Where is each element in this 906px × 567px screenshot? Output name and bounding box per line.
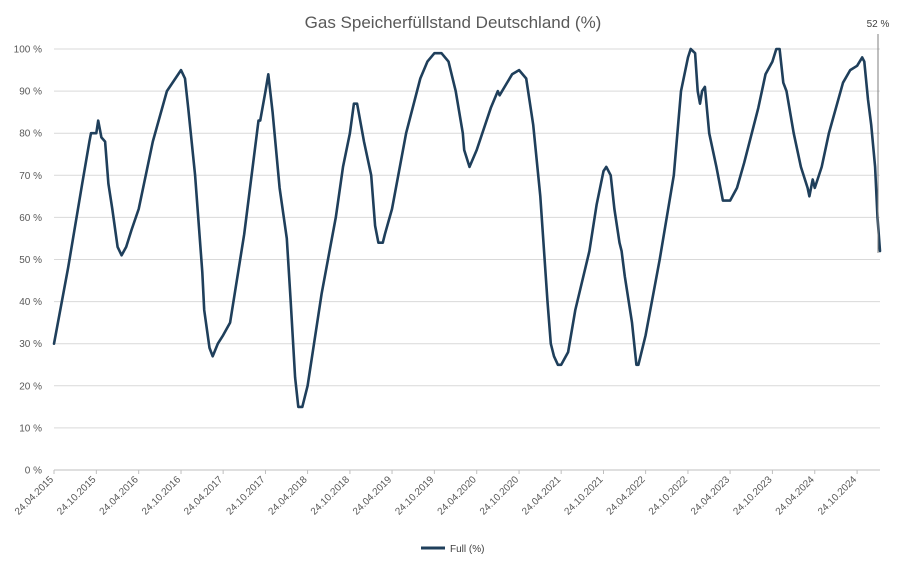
y-tick-label: 50 % [19,255,42,266]
y-tick-label: 30 % [19,339,42,350]
series-line-full [52,47,882,409]
y-tick-label: 60 % [19,213,42,224]
legend: Full (%) [421,544,484,555]
y-tick-label: 10 % [19,423,42,434]
latest-value-annotation: 52 % [867,19,890,30]
annotations: 52 % [867,19,890,253]
y-tick-label: 20 % [19,381,42,392]
series-lines [52,47,882,409]
y-tick-label: 40 % [19,297,42,308]
y-tick-label: 80 % [19,129,42,140]
y-tick-label: 100 % [14,45,42,56]
legend-label-full: Full (%) [450,544,484,555]
y-tick-label: 70 % [19,171,42,182]
y-tick-label: 90 % [19,87,42,98]
chart-title: Gas Speicherfüllstand Deutschland (%) [305,13,602,32]
y-axis-tick-labels: 0 % 10 % 20 % 30 % 40 % 50 % 60 % 70 % 80 % 90 % 1… [14,45,42,477]
y-tick-label: 0 % [25,466,42,477]
